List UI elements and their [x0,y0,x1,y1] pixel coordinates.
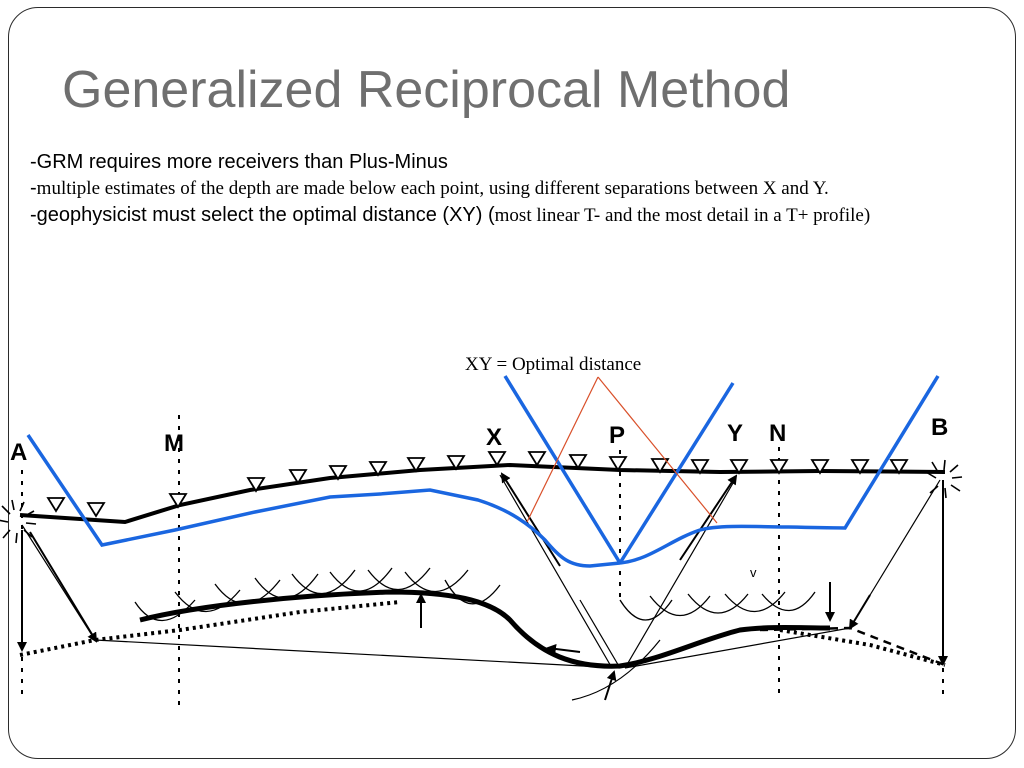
arrow-refractor-left [546,644,581,654]
receiver-geophones [46,451,909,518]
geophone-icon [850,459,870,475]
label-v: v [750,565,757,580]
arrow-a-ray [29,531,98,643]
geophone-icon [650,458,670,474]
refractor-interface [19,600,401,657]
geophone-icon [328,465,348,481]
geophone-icon [527,451,547,467]
arrows [17,472,948,701]
grm-diagram: XY = Optimal distance A M X P Y N B v [0,354,963,705]
geophone-icon [168,493,188,509]
arrow-to-x [500,472,561,567]
red-ray-right [597,376,718,524]
station-lines [21,415,944,705]
geophone-icon [810,459,830,475]
label-p: P [609,422,625,449]
arc-under-p [571,639,661,701]
label-a: A [10,439,27,466]
geophone-icon [288,469,308,485]
blue-right-curve [619,375,940,565]
geophone-icon [889,459,909,475]
slide-frame [8,7,1016,759]
geophone-icon [368,461,388,477]
geophone-icon [46,497,66,513]
geophone-icon [568,454,588,470]
geophone-icon [86,502,106,518]
geophone-icon [246,477,266,493]
wavefront-arcs [134,567,816,622]
ground-surface [19,462,946,525]
red-ray-left [526,376,599,523]
geophone-icon [769,459,789,475]
blue-ray-from-x [503,375,622,564]
label-x: X [486,424,502,451]
bullet-dash: - [30,177,37,200]
bullet-multiple-estimates: -multiple estimates of the depth are mad… [30,175,978,201]
label-m: M [164,430,184,457]
label-n: N [769,420,786,447]
bullet-optimal-distance-main: -geophysicist must select the optimal di… [30,203,495,226]
ray-paths [21,474,941,669]
annotation-optimal-distance: XY = Optimal distance [465,354,641,375]
slide-body: -GRM requires more receivers than Plus-M… [30,149,978,228]
optimal-distance-rays [526,376,718,524]
geophone-icon [487,451,507,467]
geophone-icon [729,459,749,475]
arrow-to-y [679,474,738,561]
slide-title: Generalized Reciprocal Method [62,61,791,119]
geophone-icon [446,455,466,471]
geophone-icon [608,456,628,472]
bullet-optimal-distance-note: most linear T- and the most detail in a … [494,204,871,226]
geophone-icon [406,457,426,473]
arrow-to-refractor [848,594,871,630]
label-y: Y [727,420,743,447]
bullet-more-receivers: -GRM requires more receivers than Plus-M… [30,151,448,173]
blue-left-v [26,434,621,568]
bullet-multiple-estimates-text: multiple estimates of the depth are made… [36,178,829,200]
label-b: B [931,414,948,441]
geophone-icon [690,459,710,475]
shot-point-a-icon [0,499,37,544]
refractor-interface-dotted [779,628,946,667]
bullet-optimal-distance: -geophysicist must select the optimal di… [30,202,978,228]
refractor-bold [139,589,831,669]
